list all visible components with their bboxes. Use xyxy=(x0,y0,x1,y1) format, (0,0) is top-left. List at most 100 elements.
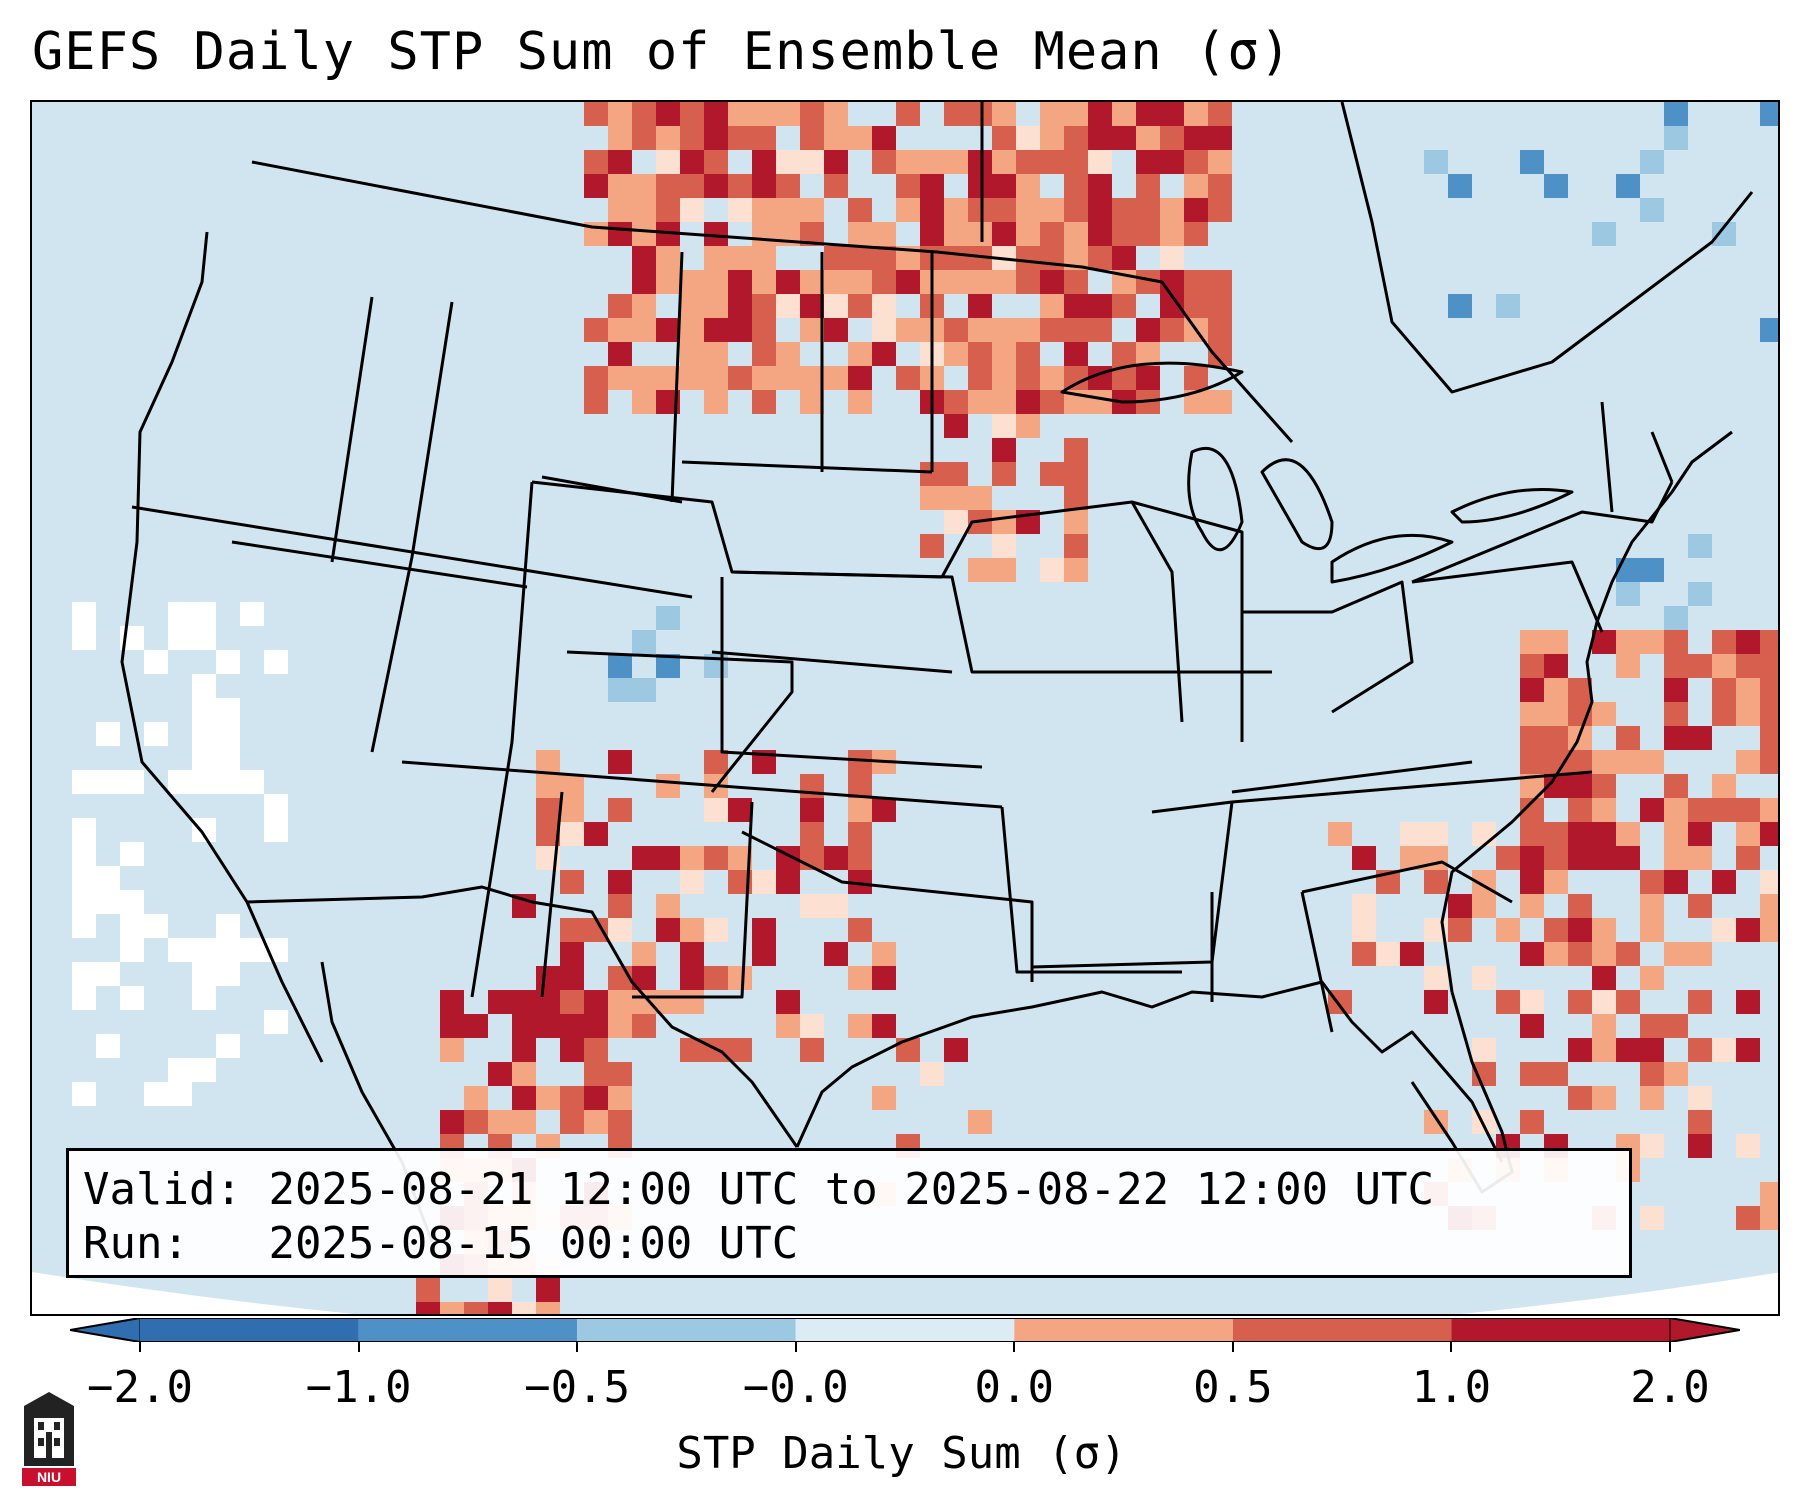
stp-cell xyxy=(1544,702,1568,726)
stp-cell xyxy=(560,1038,584,1062)
stp-cell xyxy=(1064,366,1088,390)
stp-cell xyxy=(1544,822,1568,846)
stp-cell xyxy=(680,102,704,126)
stp-cell xyxy=(776,870,800,894)
stp-cell xyxy=(1040,198,1064,222)
stp-cell xyxy=(536,1014,560,1038)
stp-cell xyxy=(1664,702,1688,726)
stp-cell xyxy=(848,294,872,318)
stp-cell xyxy=(536,798,560,822)
stp-cell xyxy=(728,798,752,822)
stp-cell xyxy=(968,270,992,294)
stp-cell xyxy=(1712,774,1736,798)
stp-cell xyxy=(1520,894,1544,918)
stp-cell xyxy=(968,1110,992,1134)
stp-cell xyxy=(656,606,680,630)
map-panel[interactable] xyxy=(30,100,1780,1316)
stp-cell xyxy=(896,198,920,222)
stp-cell xyxy=(488,1302,512,1314)
stp-cell xyxy=(1160,126,1184,150)
stp-cell xyxy=(944,510,968,534)
stp-cell xyxy=(1568,798,1592,822)
stp-cell xyxy=(1736,1038,1760,1062)
stp-cell xyxy=(1016,366,1040,390)
stp-cell xyxy=(848,246,872,270)
stp-cell xyxy=(584,1110,608,1134)
stp-cell xyxy=(1616,726,1640,750)
stp-cell xyxy=(1208,270,1232,294)
stp-cell xyxy=(896,366,920,390)
stp-cell xyxy=(1664,606,1688,630)
stp-cell xyxy=(632,222,656,246)
stp-cell xyxy=(1088,390,1112,414)
stp-cell xyxy=(800,894,824,918)
stp-cell xyxy=(1040,102,1064,126)
stp-cell xyxy=(1520,990,1544,1014)
stp-cell xyxy=(1736,678,1760,702)
colorbar xyxy=(70,1318,1740,1342)
stp-cell xyxy=(800,150,824,174)
stp-cell xyxy=(896,102,920,126)
stp-cell xyxy=(464,1086,488,1110)
stp-cell xyxy=(824,126,848,150)
stp-cell xyxy=(632,246,656,270)
stp-cell xyxy=(1184,150,1208,174)
stp-cell xyxy=(1064,486,1088,510)
stp-cell xyxy=(1160,246,1184,270)
stp-cell xyxy=(1112,294,1136,318)
run-label: Run: xyxy=(83,1218,189,1269)
stp-cell xyxy=(704,918,728,942)
stp-cell xyxy=(968,342,992,366)
stp-cell xyxy=(1040,126,1064,150)
stp-cell xyxy=(728,126,752,150)
stp-cell xyxy=(1016,198,1040,222)
state-borders xyxy=(120,102,1754,1243)
stp-cell xyxy=(560,942,584,966)
colorbar-tick xyxy=(139,1342,141,1352)
stp-cell xyxy=(1760,870,1778,894)
stp-cell xyxy=(1760,1182,1778,1206)
stp-cell xyxy=(1064,342,1088,366)
stp-cell xyxy=(608,870,632,894)
stp-cell xyxy=(848,198,872,222)
stp-cell xyxy=(1400,942,1424,966)
stp-cell xyxy=(992,174,1016,198)
stp-cell xyxy=(800,366,824,390)
stp-cell xyxy=(1640,798,1664,822)
stp-cell xyxy=(848,966,872,990)
stp-cell xyxy=(1112,222,1136,246)
stp-cell xyxy=(1016,270,1040,294)
niu-logo-icon: NIU xyxy=(22,1392,76,1486)
stp-cell xyxy=(1688,942,1712,966)
stp-cell xyxy=(216,722,240,746)
stp-cell xyxy=(608,1086,632,1110)
stp-cell xyxy=(1136,366,1160,390)
stp-cell xyxy=(1616,942,1640,966)
stp-cell xyxy=(1640,1014,1664,1038)
stp-cell xyxy=(1088,294,1112,318)
stp-cell xyxy=(824,150,848,174)
stp-cell xyxy=(1520,654,1544,678)
stp-cell xyxy=(1640,630,1664,654)
stp-cell xyxy=(968,390,992,414)
stp-cell xyxy=(1712,630,1736,654)
stp-cell xyxy=(680,342,704,366)
stp-cell xyxy=(824,942,848,966)
stp-cell xyxy=(848,390,872,414)
stp-cell xyxy=(1616,846,1640,870)
stp-cell xyxy=(992,342,1016,366)
stp-cell xyxy=(992,126,1016,150)
stp-cell xyxy=(1544,942,1568,966)
stp-cell xyxy=(192,818,216,842)
stp-cell xyxy=(536,1278,560,1302)
stp-cell xyxy=(1712,678,1736,702)
stp-cell xyxy=(1352,918,1376,942)
stp-cell xyxy=(824,102,848,126)
stp-cell xyxy=(1688,798,1712,822)
stp-cell xyxy=(992,222,1016,246)
stp-cell xyxy=(632,270,656,294)
stp-cell xyxy=(536,966,560,990)
stp-cell xyxy=(560,1110,584,1134)
stp-cell xyxy=(824,846,848,870)
stp-cell xyxy=(992,558,1016,582)
